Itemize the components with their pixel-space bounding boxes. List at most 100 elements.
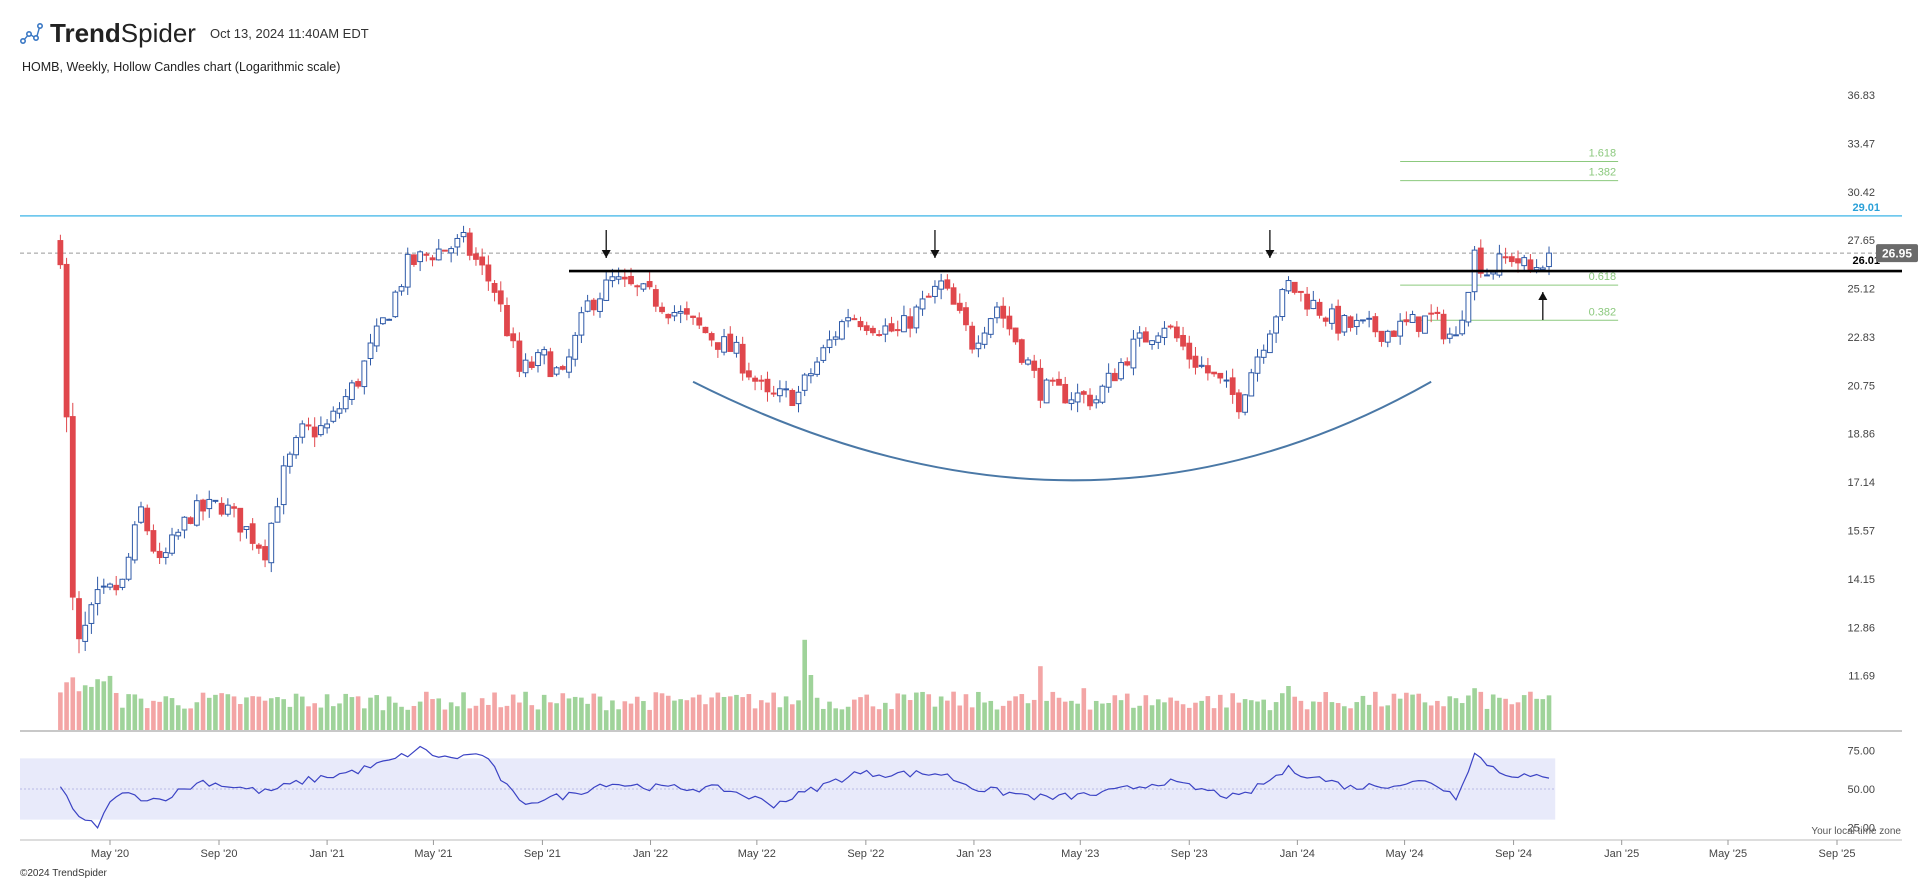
candle-down bbox=[69, 416, 76, 598]
volume-bar bbox=[386, 696, 392, 730]
volume-bar bbox=[287, 706, 293, 730]
volume-bar bbox=[1267, 710, 1273, 730]
candle-down bbox=[969, 325, 976, 350]
volume-bar bbox=[1224, 707, 1229, 730]
timezone-label[interactable]: Your local time zone bbox=[1811, 826, 1901, 837]
volume-bar bbox=[368, 697, 373, 730]
y-tick-label: 22.83 bbox=[1847, 332, 1875, 344]
candle-down bbox=[764, 378, 771, 393]
candle-down bbox=[311, 426, 318, 438]
volume-bar bbox=[268, 698, 274, 730]
volume-bar bbox=[808, 675, 814, 730]
y-tick-label: 11.69 bbox=[1848, 671, 1875, 683]
volume-bar bbox=[151, 700, 156, 730]
volume-bar bbox=[374, 695, 380, 730]
volume-bar bbox=[1354, 702, 1360, 730]
candle-up bbox=[776, 388, 783, 397]
candle-down bbox=[1322, 317, 1329, 322]
volume-bar bbox=[634, 696, 640, 730]
candle-up bbox=[1341, 315, 1348, 333]
volume-bar bbox=[876, 709, 882, 730]
candle-up bbox=[981, 332, 988, 345]
candle-down bbox=[1316, 301, 1323, 316]
volume-bar bbox=[1199, 700, 1204, 730]
volume-bar bbox=[213, 694, 218, 730]
volume-bar bbox=[262, 700, 268, 730]
volume-bar bbox=[1186, 707, 1192, 730]
candle-up bbox=[100, 585, 107, 588]
volume-bar bbox=[1112, 695, 1118, 730]
volume-bar bbox=[827, 701, 832, 730]
candle-down bbox=[491, 282, 498, 293]
candle-up bbox=[1496, 253, 1503, 276]
volume-bar bbox=[144, 708, 150, 730]
candle-down bbox=[200, 499, 206, 512]
candle-up bbox=[1484, 274, 1490, 277]
candle-down bbox=[665, 313, 672, 319]
volume-bar bbox=[703, 704, 708, 730]
volume-bar bbox=[1317, 701, 1322, 730]
volume-bar bbox=[672, 700, 677, 730]
volume-bar bbox=[734, 694, 739, 730]
volume-bar bbox=[976, 691, 981, 730]
candle-up bbox=[994, 306, 1000, 319]
candle-up bbox=[721, 336, 727, 353]
volume-bar bbox=[1410, 694, 1415, 730]
candle-down bbox=[1403, 319, 1410, 323]
volume-bar bbox=[709, 697, 714, 730]
x-tick-label: Sep '22 bbox=[847, 848, 884, 860]
candle-up bbox=[640, 283, 647, 290]
volume-bar bbox=[1366, 704, 1372, 730]
candle-down bbox=[187, 517, 194, 524]
volume-bar bbox=[293, 693, 299, 730]
volume-bar bbox=[1205, 696, 1211, 730]
volume-bar bbox=[1441, 706, 1446, 730]
candle-up bbox=[584, 300, 591, 312]
volume-bar bbox=[963, 694, 969, 730]
candle-up bbox=[541, 349, 548, 356]
volume-bar bbox=[175, 705, 181, 730]
candle-down bbox=[752, 377, 758, 382]
volume-bar bbox=[479, 698, 485, 730]
candle-up bbox=[324, 423, 330, 429]
candle-up bbox=[1446, 333, 1453, 339]
candle-down bbox=[634, 285, 641, 288]
candle-up bbox=[193, 500, 200, 526]
volume-bar bbox=[554, 703, 559, 730]
candle-up bbox=[795, 391, 802, 405]
volume-bar bbox=[194, 702, 200, 730]
volume-bar bbox=[1298, 700, 1304, 730]
candle-down bbox=[621, 276, 628, 280]
candle-up bbox=[373, 325, 380, 347]
fib-level-label: 1.382 bbox=[1589, 167, 1617, 179]
resistance-label: 29.01 bbox=[1852, 202, 1880, 214]
candle-down bbox=[1217, 372, 1224, 379]
candle-down bbox=[1006, 315, 1013, 330]
candle-up bbox=[609, 276, 616, 282]
volume-bar bbox=[616, 709, 621, 730]
volume-bar bbox=[299, 696, 305, 730]
volume-bar bbox=[1435, 700, 1440, 730]
candle-up bbox=[181, 516, 188, 531]
candle-down bbox=[659, 306, 665, 313]
volume-bar bbox=[82, 685, 88, 730]
candle-up bbox=[1260, 349, 1267, 358]
volume-bar bbox=[1509, 704, 1515, 730]
candle-up bbox=[1329, 308, 1335, 324]
candle-down bbox=[950, 287, 957, 305]
x-tick-label: Sep '24 bbox=[1495, 848, 1532, 860]
volume-bar bbox=[1255, 701, 1260, 730]
volume-bar bbox=[1273, 702, 1279, 730]
volume-bar bbox=[206, 697, 212, 730]
candle-down bbox=[907, 316, 914, 329]
volume-bar bbox=[1162, 702, 1167, 730]
candle-down bbox=[305, 424, 312, 427]
volume-bar bbox=[349, 697, 355, 730]
candle-down bbox=[727, 333, 734, 352]
candle-up bbox=[206, 498, 213, 510]
volume-bar bbox=[777, 707, 783, 730]
volume-bar bbox=[969, 707, 975, 730]
volume-bar bbox=[1174, 700, 1180, 730]
volume-bar bbox=[312, 703, 317, 730]
